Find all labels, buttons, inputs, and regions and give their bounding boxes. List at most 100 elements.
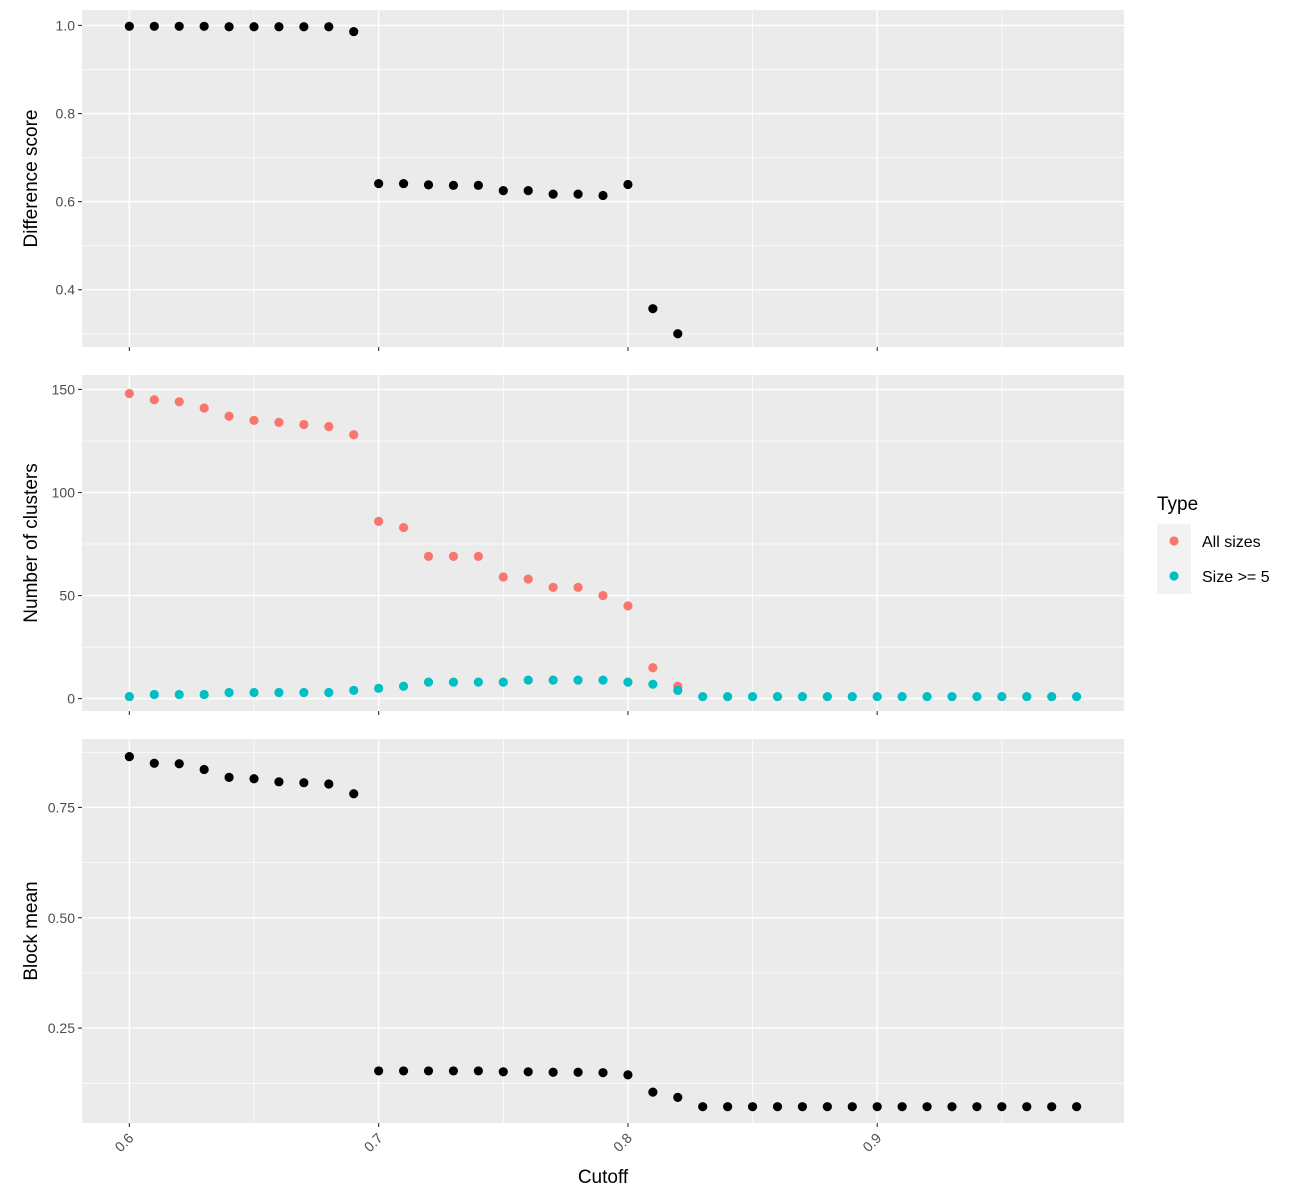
data-point — [623, 677, 633, 687]
data-point — [124, 752, 134, 762]
data-point — [349, 685, 359, 695]
data-point — [822, 1102, 832, 1112]
data-point — [623, 179, 633, 190]
data-point — [997, 691, 1007, 702]
data-point — [249, 774, 259, 784]
data-point — [274, 22, 284, 32]
data-point — [398, 522, 409, 533]
data-point — [249, 22, 259, 32]
y-axis-title: Number of clusters — [21, 463, 42, 622]
data-point — [972, 1102, 982, 1112]
data-point — [174, 21, 184, 31]
data-point — [673, 685, 683, 695]
x-tick-label: 0.7 — [361, 1130, 386, 1155]
data-point — [897, 1102, 907, 1112]
data-point — [498, 677, 508, 687]
y-axis-title: Difference score — [21, 110, 42, 248]
y-tick-label: 150 — [52, 381, 76, 397]
data-point — [673, 329, 683, 339]
data-point — [299, 419, 309, 430]
data-point — [249, 687, 259, 698]
data-point — [648, 679, 658, 689]
data-point — [897, 691, 907, 702]
data-point — [523, 675, 533, 685]
data-point — [772, 1102, 783, 1112]
data-point — [623, 1070, 633, 1080]
data-point — [573, 189, 583, 199]
legend-label: All sizes — [1202, 534, 1261, 551]
data-point — [498, 186, 508, 196]
data-point — [623, 601, 633, 611]
data-point — [922, 691, 932, 702]
data-point — [324, 687, 334, 698]
data-point — [448, 551, 459, 561]
data-point — [847, 1102, 857, 1112]
data-point — [274, 777, 284, 787]
data-point — [772, 691, 783, 702]
data-point — [349, 789, 359, 799]
data-point — [598, 1068, 608, 1078]
data-point — [374, 683, 384, 693]
data-point — [398, 178, 409, 189]
y-tick-label: 0.6 — [56, 194, 76, 210]
y-tick-label: 0.75 — [48, 799, 75, 815]
data-point — [199, 764, 209, 775]
data-point — [398, 1066, 409, 1076]
data-point — [523, 574, 533, 584]
data-point — [473, 180, 483, 190]
series-1 — [124, 752, 1082, 1112]
y-tick-label: 0.50 — [48, 910, 75, 926]
series-1 — [124, 21, 683, 339]
data-point — [423, 551, 434, 561]
legend-entries: All sizes Size >= 5 — [1169, 534, 1270, 586]
data-point — [1022, 691, 1032, 702]
x-tick-label: 0.9 — [859, 1130, 884, 1155]
panel-background — [82, 10, 1124, 347]
data-point — [548, 675, 558, 685]
data-point — [174, 689, 184, 700]
legend-label: Size >= 5 — [1202, 569, 1270, 586]
data-point — [548, 189, 558, 199]
data-point — [473, 551, 483, 561]
data-point — [149, 689, 159, 700]
data-point — [648, 304, 658, 314]
data-point — [149, 758, 159, 768]
data-point — [398, 681, 409, 691]
panel-background — [82, 375, 1124, 711]
data-point — [598, 590, 608, 601]
data-point — [324, 421, 334, 432]
data-point — [423, 1066, 434, 1076]
data-point — [548, 1067, 558, 1077]
legend-key-all-sizes — [1169, 536, 1179, 546]
data-point — [1047, 1102, 1057, 1112]
data-point — [299, 778, 309, 788]
data-point — [199, 403, 209, 413]
data-point — [299, 687, 309, 698]
data-point — [124, 21, 134, 31]
data-point — [274, 687, 284, 698]
data-point — [473, 677, 483, 687]
data-point — [423, 677, 434, 687]
x-tick-label: 0.8 — [610, 1130, 635, 1155]
data-point — [648, 1087, 658, 1097]
data-point — [224, 22, 234, 32]
y-tick-label: 0.25 — [48, 1020, 75, 1036]
data-point — [224, 411, 234, 421]
data-point — [199, 689, 209, 700]
data-point — [723, 691, 733, 702]
legend-key-size-5 — [1169, 571, 1179, 581]
data-point — [374, 1066, 384, 1076]
y-tick-label: 0 — [67, 691, 75, 707]
series-size-5 — [124, 675, 1082, 702]
data-point — [374, 516, 384, 526]
data-point — [872, 691, 882, 702]
data-point — [673, 1092, 683, 1102]
panel-background — [82, 739, 1124, 1123]
data-point — [573, 582, 583, 592]
data-point — [249, 415, 259, 425]
data-point — [174, 759, 184, 769]
data-point — [448, 1066, 459, 1076]
data-point — [997, 1102, 1007, 1112]
data-point — [149, 21, 159, 31]
data-point — [124, 388, 134, 399]
